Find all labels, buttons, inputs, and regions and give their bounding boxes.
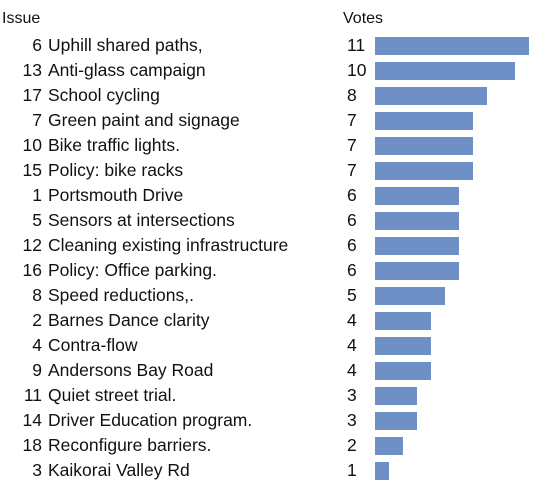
vote-count-label: 7 [347, 135, 357, 155]
chart-row: 15 Policy: bike racks 7 [0, 159, 556, 184]
vote-bar [375, 412, 417, 430]
vote-bar [375, 187, 459, 205]
issue-label: Contra-flow [48, 335, 138, 355]
issue-number: 17 [22, 85, 42, 105]
vote-bar [375, 62, 515, 80]
vote-bar [375, 362, 431, 380]
issue-column-header: Issue [2, 10, 41, 27]
issue-number: 9 [32, 360, 42, 380]
issue-number: 5 [32, 210, 42, 230]
issue-label: Cleaning existing infrastructure [48, 235, 289, 255]
issue-label: Anti-glass campaign [48, 60, 206, 80]
chart-row: 10 Bike traffic lights. 7 [0, 134, 556, 159]
issue-number: 4 [32, 335, 42, 355]
vote-count-label: 8 [347, 85, 357, 105]
chart-row: 7 Green paint and signage 7 [0, 109, 556, 134]
issue-label: Barnes Dance clarity [48, 310, 210, 330]
chart-row: 16 Policy: Office parking. 6 [0, 259, 556, 284]
issue-label: School cycling [48, 85, 160, 105]
chart-row: 8 Speed reductions,. 5 [0, 284, 556, 309]
chart-row: 3 Kaikorai Valley Rd 1 [0, 459, 556, 484]
issue-label: Driver Education program. [48, 410, 253, 430]
vote-bar [375, 387, 417, 405]
vote-bar [375, 437, 403, 455]
issue-label: Policy: bike racks [48, 160, 184, 180]
chart-row: 9 Andersons Bay Road 4 [0, 359, 556, 384]
vote-bar [375, 287, 445, 305]
chart-row: 6 Uphill shared paths, 11 [0, 34, 556, 59]
issue-number: 2 [32, 310, 42, 330]
issue-label: Kaikorai Valley Rd [48, 460, 190, 480]
vote-bar [375, 262, 459, 280]
chart-row: 17 School cycling 8 [0, 84, 556, 109]
issue-number: 13 [22, 60, 42, 80]
vote-bar [375, 312, 431, 330]
issue-number: 14 [22, 410, 42, 430]
chart-row: 2 Barnes Dance clarity 4 [0, 309, 556, 334]
issue-number: 1 [32, 185, 42, 205]
issue-number: 18 [22, 435, 42, 455]
issue-label: Bike traffic lights. [48, 135, 180, 155]
vote-bar [375, 162, 473, 180]
chart-row: 4 Contra-flow 4 [0, 334, 556, 359]
issue-number: 6 [32, 35, 42, 55]
vote-bar [375, 462, 389, 480]
vote-count-label: 2 [347, 435, 357, 455]
issue-number: 7 [32, 110, 42, 130]
issue-label: Policy: Office parking. [48, 260, 217, 280]
votes-column-header: Votes [343, 10, 384, 27]
issue-label: Andersons Bay Road [48, 360, 214, 380]
vote-count-label: 4 [347, 335, 357, 355]
issue-label: Speed reductions,. [48, 285, 194, 305]
vote-count-label: 6 [347, 235, 357, 255]
chart-row: 13 Anti-glass campaign 10 [0, 59, 556, 84]
chart-row: 11 Quiet street trial. 3 [0, 384, 556, 409]
vote-count-label: 4 [347, 310, 357, 330]
vote-count-label: 3 [347, 385, 357, 405]
chart-row: 12 Cleaning existing infrastructure 6 [0, 234, 556, 259]
vote-count-label: 6 [347, 210, 357, 230]
issue-label: Portsmouth Drive [48, 185, 184, 205]
vote-bar [375, 337, 431, 355]
issue-label: Reconfigure barriers. [48, 435, 212, 455]
issue-label: Uphill shared paths, [48, 35, 203, 55]
vote-count-label: 11 [347, 35, 366, 55]
issue-label: Green paint and signage [48, 110, 240, 130]
vote-count-label: 6 [347, 260, 357, 280]
vote-count-label: 7 [347, 110, 357, 130]
chart-row: 5 Sensors at intersections 6 [0, 209, 556, 234]
issue-number: 3 [32, 460, 42, 480]
vote-bar [375, 87, 487, 105]
chart-row: 14 Driver Education program. 3 [0, 409, 556, 434]
issue-number: 15 [22, 160, 42, 180]
chart-row: 1 Portsmouth Drive 6 [0, 184, 556, 209]
issue-number: 11 [23, 385, 42, 405]
issue-number: 10 [22, 135, 42, 155]
issue-number: 12 [22, 235, 42, 255]
issue-number: 16 [22, 260, 42, 280]
vote-count-label: 10 [347, 60, 367, 80]
vote-count-label: 7 [347, 160, 357, 180]
vote-bar [375, 237, 459, 255]
issue-label: Sensors at intersections [48, 210, 235, 230]
vote-count-label: 1 [347, 460, 357, 480]
issue-label: Quiet street trial. [48, 385, 177, 405]
vote-count-label: 3 [347, 410, 357, 430]
vote-count-label: 4 [347, 360, 357, 380]
vote-count-label: 6 [347, 185, 357, 205]
issue-number: 8 [32, 285, 42, 305]
vote-bar [375, 112, 473, 130]
vote-bar [375, 137, 473, 155]
vote-bar [375, 37, 529, 55]
chart-row: 18 Reconfigure barriers. 2 [0, 434, 556, 459]
vote-bar [375, 212, 459, 230]
vote-count-label: 5 [347, 285, 357, 305]
